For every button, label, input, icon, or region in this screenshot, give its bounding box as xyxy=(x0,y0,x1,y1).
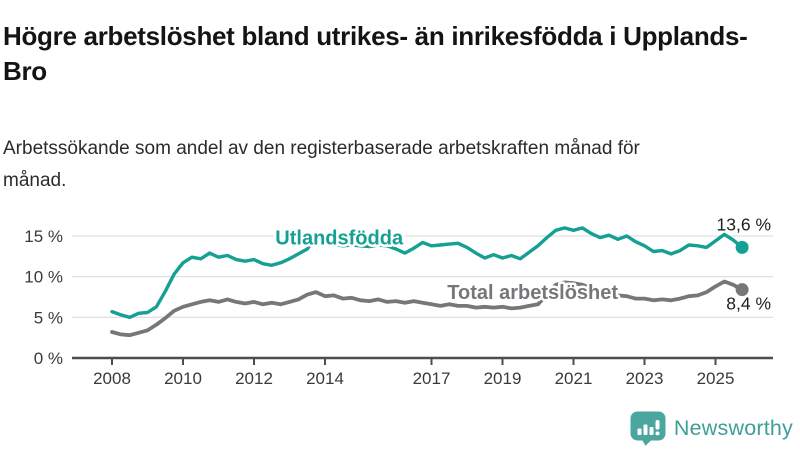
x-tick-label: 2012 xyxy=(235,369,273,388)
x-tick-label: 2023 xyxy=(626,369,664,388)
x-tick-label: 2025 xyxy=(697,369,735,388)
y-tick-label: 15 % xyxy=(24,227,63,246)
y-tick-label: 10 % xyxy=(24,268,63,287)
y-tick-label: 5 % xyxy=(34,308,63,327)
newsworthy-logo-text: Newsworthy xyxy=(673,415,793,440)
x-tick-label: 2010 xyxy=(164,369,202,388)
page-title: Högre arbetslöshet bland utrikes- än inr… xyxy=(3,21,748,86)
series-end-value-label: 8,4 % xyxy=(726,294,771,314)
series-line-Utlandsfödda xyxy=(110,226,744,319)
x-tick-label: 2017 xyxy=(413,369,451,388)
series-label: Total arbetslöshet xyxy=(447,282,618,304)
x-tick-label: 2021 xyxy=(555,369,593,388)
newsworthy-logo: Newsworthy xyxy=(629,410,793,446)
newsworthy-logo-icon xyxy=(630,411,666,446)
series-end-dot xyxy=(735,283,749,297)
exclamation-glyph xyxy=(655,420,660,430)
series-label: Utlandsfödda xyxy=(275,228,404,250)
bar-chart-glyph xyxy=(637,428,642,435)
chart-subtitle: Arbetssökande som andel av den registerb… xyxy=(3,138,640,192)
series-end-dot xyxy=(735,240,749,254)
series-end-value-label: 13,6 % xyxy=(717,214,771,234)
y-tick-label: 0 % xyxy=(34,349,63,368)
series-line-Total arbetslöshet xyxy=(110,279,744,338)
x-tick-label: 2008 xyxy=(93,369,131,388)
x-tick-label: 2014 xyxy=(306,369,344,388)
x-tick-label: 2019 xyxy=(484,369,522,388)
